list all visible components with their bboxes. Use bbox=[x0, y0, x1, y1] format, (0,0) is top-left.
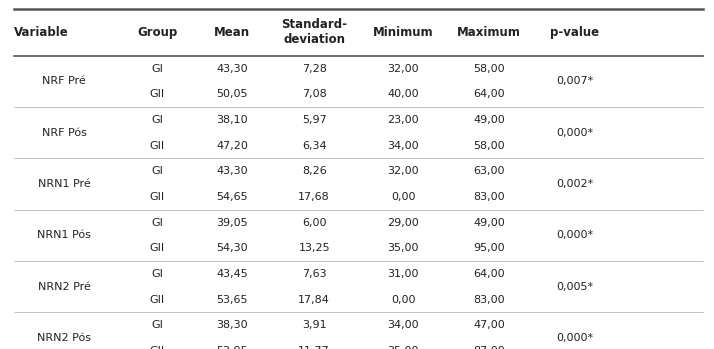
Text: 3,91: 3,91 bbox=[302, 320, 326, 330]
Text: GII: GII bbox=[149, 243, 165, 253]
Text: 23,00: 23,00 bbox=[388, 115, 419, 125]
Text: 38,30: 38,30 bbox=[216, 320, 248, 330]
Text: 17,68: 17,68 bbox=[298, 192, 330, 202]
Text: 83,00: 83,00 bbox=[473, 192, 505, 202]
Text: 58,00: 58,00 bbox=[473, 64, 505, 74]
Text: 35,00: 35,00 bbox=[388, 243, 419, 253]
Text: GII: GII bbox=[149, 295, 165, 305]
Text: GII: GII bbox=[149, 192, 165, 202]
Text: 32,00: 32,00 bbox=[388, 64, 419, 74]
Text: NRN2 Pós: NRN2 Pós bbox=[37, 333, 91, 343]
Text: 47,00: 47,00 bbox=[473, 320, 505, 330]
Text: 34,00: 34,00 bbox=[388, 141, 419, 151]
Text: 7,63: 7,63 bbox=[302, 269, 326, 279]
Text: GI: GI bbox=[151, 115, 163, 125]
Text: 64,00: 64,00 bbox=[473, 269, 505, 279]
Text: 50,05: 50,05 bbox=[216, 89, 248, 99]
Text: 6,00: 6,00 bbox=[302, 217, 326, 228]
Text: 5,97: 5,97 bbox=[302, 115, 326, 125]
Text: 63,00: 63,00 bbox=[473, 166, 505, 176]
Text: GII: GII bbox=[149, 346, 165, 349]
Text: Variable: Variable bbox=[14, 26, 69, 39]
Text: 34,00: 34,00 bbox=[388, 320, 419, 330]
Text: 39,05: 39,05 bbox=[216, 217, 248, 228]
Text: NRN1 Pós: NRN1 Pós bbox=[37, 230, 91, 240]
Text: GII: GII bbox=[149, 141, 165, 151]
Text: GI: GI bbox=[151, 166, 163, 176]
Text: Group: Group bbox=[137, 26, 177, 39]
Text: 0,00: 0,00 bbox=[391, 192, 416, 202]
Text: GI: GI bbox=[151, 217, 163, 228]
Text: 32,00: 32,00 bbox=[388, 166, 419, 176]
Text: 49,00: 49,00 bbox=[473, 115, 505, 125]
Text: 7,28: 7,28 bbox=[302, 64, 326, 74]
Text: 0,000*: 0,000* bbox=[556, 128, 593, 138]
Text: p-value: p-value bbox=[550, 26, 599, 39]
Text: 54,30: 54,30 bbox=[216, 243, 248, 253]
Text: 7,08: 7,08 bbox=[302, 89, 326, 99]
Text: NRF Pós: NRF Pós bbox=[42, 128, 86, 138]
Text: 43,30: 43,30 bbox=[216, 64, 248, 74]
Text: 87,00: 87,00 bbox=[473, 346, 505, 349]
Text: 0,000*: 0,000* bbox=[556, 333, 593, 343]
Text: 38,10: 38,10 bbox=[216, 115, 248, 125]
Text: NRN1 Pré: NRN1 Pré bbox=[38, 179, 91, 189]
Text: 58,00: 58,00 bbox=[473, 141, 505, 151]
Text: 29,00: 29,00 bbox=[388, 217, 419, 228]
Text: NRN2 Pré: NRN2 Pré bbox=[38, 282, 91, 292]
Text: Minimum: Minimum bbox=[373, 26, 433, 39]
Text: 0,005*: 0,005* bbox=[556, 282, 593, 292]
Text: 83,00: 83,00 bbox=[473, 295, 505, 305]
Text: 31,00: 31,00 bbox=[388, 269, 419, 279]
Text: 43,45: 43,45 bbox=[216, 269, 248, 279]
Text: 47,20: 47,20 bbox=[216, 141, 248, 151]
Text: 8,26: 8,26 bbox=[302, 166, 326, 176]
Text: GI: GI bbox=[151, 269, 163, 279]
Text: 43,30: 43,30 bbox=[216, 166, 248, 176]
Text: 0,00: 0,00 bbox=[391, 295, 416, 305]
Text: 40,00: 40,00 bbox=[388, 89, 419, 99]
Text: GI: GI bbox=[151, 320, 163, 330]
Text: 0,000*: 0,000* bbox=[556, 230, 593, 240]
Text: 49,00: 49,00 bbox=[473, 217, 505, 228]
Text: GI: GI bbox=[151, 64, 163, 74]
Text: 95,00: 95,00 bbox=[473, 243, 505, 253]
Text: 17,84: 17,84 bbox=[298, 295, 330, 305]
Text: 53,95: 53,95 bbox=[216, 346, 248, 349]
Text: 0,007*: 0,007* bbox=[556, 76, 593, 87]
Text: Standard-
deviation: Standard- deviation bbox=[281, 18, 347, 46]
Text: Mean: Mean bbox=[214, 26, 250, 39]
Text: 6,34: 6,34 bbox=[302, 141, 326, 151]
Text: GII: GII bbox=[149, 89, 165, 99]
Text: NRF Pré: NRF Pré bbox=[42, 76, 86, 87]
Text: 13,25: 13,25 bbox=[298, 243, 330, 253]
Text: 54,65: 54,65 bbox=[216, 192, 248, 202]
Text: 0,002*: 0,002* bbox=[556, 179, 593, 189]
Text: 64,00: 64,00 bbox=[473, 89, 505, 99]
Text: Maximum: Maximum bbox=[457, 26, 521, 39]
Text: 35,00: 35,00 bbox=[388, 346, 419, 349]
Text: 11,77: 11,77 bbox=[298, 346, 330, 349]
Text: 53,65: 53,65 bbox=[216, 295, 248, 305]
